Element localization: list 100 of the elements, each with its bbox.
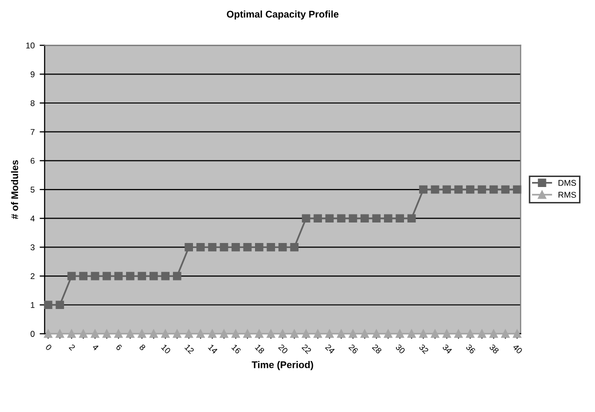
point <box>430 330 440 338</box>
point <box>126 272 134 280</box>
point <box>149 330 158 338</box>
point <box>290 243 299 252</box>
point <box>325 330 334 338</box>
x-tick-label: 20 <box>278 344 288 354</box>
point <box>196 330 205 338</box>
point <box>44 300 52 310</box>
y-tick-label: 8 <box>30 100 35 106</box>
point <box>384 330 392 338</box>
point <box>255 243 264 252</box>
point <box>220 330 228 338</box>
point <box>172 330 182 338</box>
point <box>478 330 486 338</box>
point <box>138 272 146 280</box>
point <box>172 272 182 280</box>
point <box>243 243 252 252</box>
point <box>243 330 252 338</box>
x-tick-label: 28 <box>372 344 382 354</box>
point <box>56 330 64 338</box>
point <box>90 272 100 280</box>
point <box>114 272 123 280</box>
point <box>372 330 381 338</box>
x-tick-label: 0 <box>45 344 52 351</box>
point <box>67 330 76 338</box>
point <box>407 214 416 223</box>
point <box>138 330 146 338</box>
point <box>90 330 100 338</box>
point <box>232 330 240 338</box>
point <box>196 243 205 252</box>
point <box>325 214 334 223</box>
x-tick-label: 12 <box>184 344 194 354</box>
y-tick-label: 1 <box>30 302 34 308</box>
point <box>512 330 522 338</box>
point <box>501 330 510 338</box>
x-tick-label: 30 <box>395 344 406 354</box>
point <box>337 330 346 338</box>
point <box>454 185 463 194</box>
point <box>184 243 193 252</box>
x-tick-label: 38 <box>489 344 500 354</box>
point <box>337 214 346 223</box>
y-tick-label: 4 <box>30 216 35 222</box>
point <box>466 330 474 338</box>
point <box>102 330 111 338</box>
point <box>314 330 322 338</box>
point <box>126 330 134 338</box>
y-tick-label: 0 <box>30 330 35 337</box>
x-tick-label: 8 <box>138 344 146 351</box>
point <box>184 330 193 338</box>
point <box>360 214 369 223</box>
point <box>396 214 404 223</box>
point <box>79 272 88 280</box>
x-tick-label: 22 <box>302 344 312 354</box>
x-tick-label: 4 <box>92 344 100 351</box>
point <box>501 185 510 194</box>
point <box>478 185 486 194</box>
y-tick-label: 6 <box>30 158 35 164</box>
point <box>290 330 299 338</box>
x-tick-label: 26 <box>348 344 359 354</box>
point <box>266 330 276 338</box>
x-axis-title: Time (Period) <box>252 361 314 370</box>
point <box>220 243 228 252</box>
point <box>278 330 287 338</box>
point <box>255 330 264 338</box>
x-tick-label: 32 <box>418 344 429 354</box>
point <box>302 330 310 338</box>
x-tick-label: 16 <box>231 344 242 354</box>
y-tick-label: 5 <box>30 186 35 193</box>
point <box>348 214 358 223</box>
x-tick-label: 14 <box>208 344 218 354</box>
point <box>79 330 88 338</box>
chart-title: Optimal Capacity Profile <box>226 10 338 20</box>
x-tick-label: 34 <box>442 344 452 354</box>
point <box>102 272 111 280</box>
y-tick-label: 7 <box>30 129 34 135</box>
point <box>232 243 240 252</box>
point <box>208 243 216 252</box>
point <box>430 185 440 194</box>
point <box>114 330 123 338</box>
legend-label: RMS <box>558 192 576 198</box>
point <box>466 185 474 194</box>
point <box>56 300 64 310</box>
point <box>384 214 392 223</box>
x-tick-label: 18 <box>254 344 265 354</box>
point <box>314 214 322 223</box>
x-tick-label: 10 <box>160 344 172 354</box>
point <box>161 330 170 338</box>
point <box>489 185 498 194</box>
x-tick-label: 36 <box>466 344 476 354</box>
point <box>266 243 276 252</box>
point <box>360 330 369 338</box>
point <box>149 272 158 280</box>
point <box>44 330 52 338</box>
x-tick-label: 40 <box>512 344 523 354</box>
point <box>489 330 498 338</box>
point <box>407 330 416 338</box>
point <box>278 243 287 252</box>
point <box>302 214 310 223</box>
point <box>208 330 216 338</box>
y-tick-label: 10 <box>26 42 35 48</box>
